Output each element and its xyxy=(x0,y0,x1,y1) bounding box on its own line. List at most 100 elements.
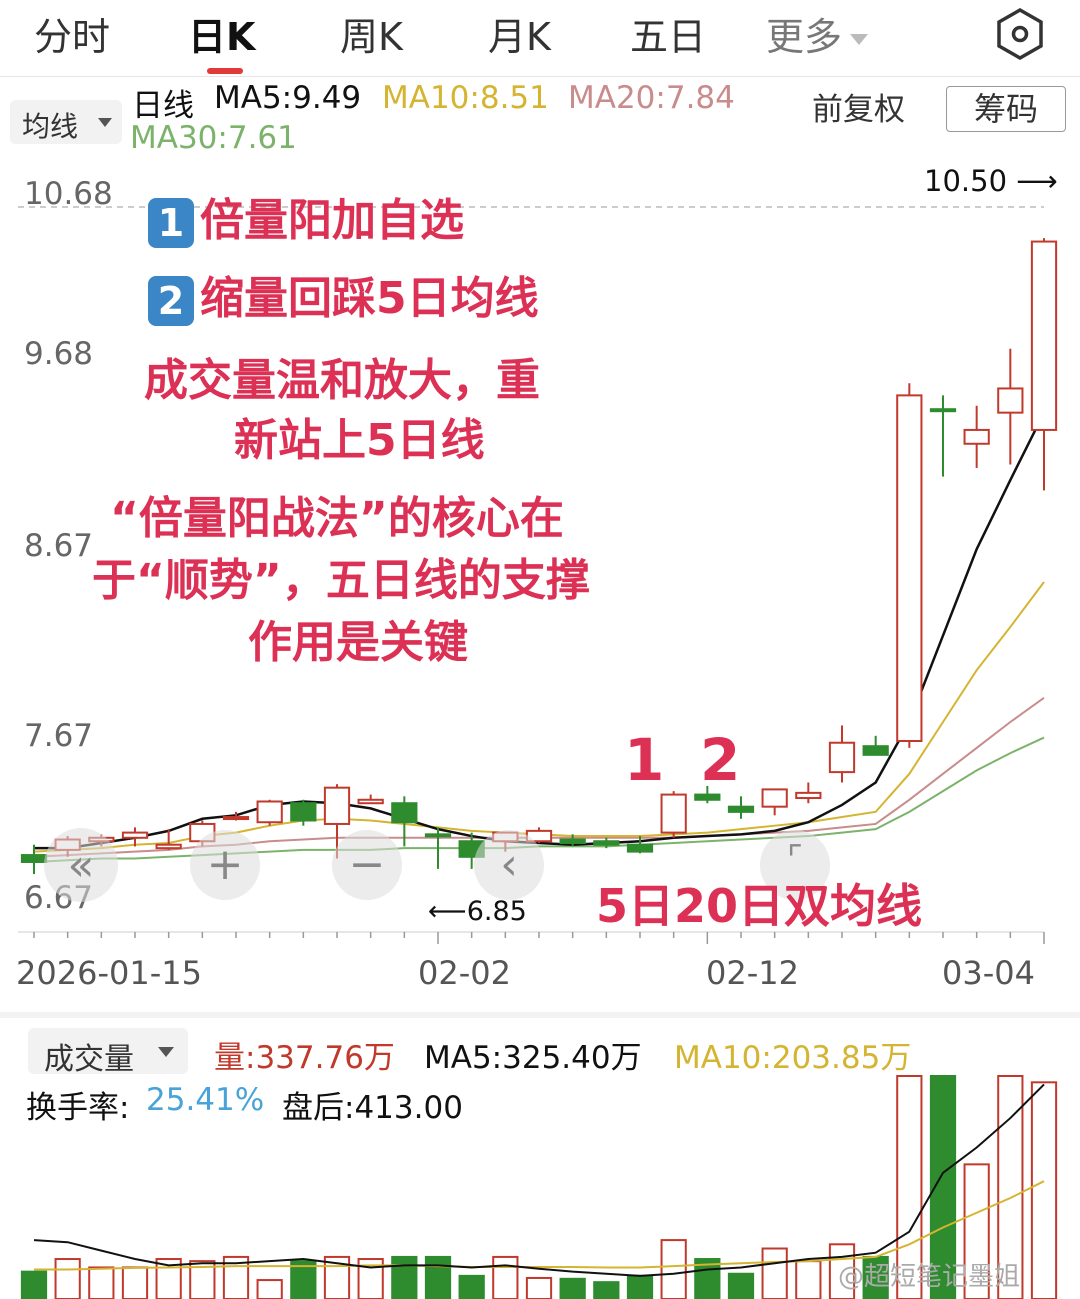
volume-bar-up xyxy=(189,1260,216,1299)
candle-down xyxy=(290,802,317,822)
volume-bar-down xyxy=(424,1255,452,1299)
volume-bar-down xyxy=(694,1258,721,1299)
candle-up xyxy=(795,791,822,800)
volume-bar-down xyxy=(391,1255,418,1299)
turnover-label: 换手率: xyxy=(26,1090,130,1126)
volume-bar-up xyxy=(795,1260,822,1299)
number-badge-2: 2 xyxy=(148,276,194,326)
zoom-in-button[interactable]: + xyxy=(190,830,260,900)
chevron-left-icon: ‹ xyxy=(500,839,518,890)
date-label: 02-02 xyxy=(418,954,511,992)
volume-bar-down xyxy=(626,1274,654,1299)
tab-more[interactable]: 更多 xyxy=(766,6,869,61)
corner-bracket-icon: ⌜ xyxy=(787,839,803,879)
volume-bar-up xyxy=(357,1258,384,1299)
candle-down xyxy=(593,840,620,846)
arrow-right-icon: ⟶ xyxy=(1016,164,1058,198)
step-1-text: 倍量阳加自选 xyxy=(200,195,464,246)
candles xyxy=(20,238,1058,875)
panel-divider xyxy=(0,1012,1080,1018)
triangle-down-icon xyxy=(158,1047,174,1057)
ma-lines xyxy=(33,412,1046,863)
turnover-value: 25.41% xyxy=(146,1082,265,1118)
volume-bar-up xyxy=(323,1255,351,1299)
tab-more-label: 更多 xyxy=(766,15,843,59)
candle-down xyxy=(626,843,654,853)
volume-indicator-select[interactable]: 成交量 xyxy=(28,1028,188,1077)
volume-bar-down xyxy=(20,1270,48,1299)
price-tick-label: 9.68 xyxy=(24,336,94,372)
tab-intraday[interactable]: 分时 xyxy=(34,15,111,59)
candle-up xyxy=(256,800,283,824)
volume-bar-up xyxy=(54,1258,81,1299)
ma30-value: MA30:7.61 xyxy=(130,120,297,156)
scroll-left-button[interactable]: ‹ xyxy=(474,830,544,900)
date-ticks xyxy=(33,932,1045,944)
candle-down xyxy=(391,802,418,824)
annotation-line: 成交量温和放大，重 xyxy=(144,355,540,406)
max-price-label: 10.50 xyxy=(924,164,1008,198)
step-1-note: 1 倍量阳加自选 xyxy=(148,184,464,248)
volume-bar-up xyxy=(88,1266,115,1299)
volume-bar-down xyxy=(458,1274,485,1299)
candle-down xyxy=(559,838,586,844)
candle-mark-1: 1 xyxy=(624,726,665,794)
ma10-value: MA10:8.51 xyxy=(382,80,549,116)
zoom-out-button[interactable]: − xyxy=(332,830,402,900)
candle-up xyxy=(357,798,384,805)
min-price-marker: ⟵6.85 xyxy=(428,896,527,927)
period-tab-bar: 分时 日K 周K 月K 五日 更多 xyxy=(0,0,1080,77)
annotation-line: “倍量阳战法”的核心在 xyxy=(110,493,564,544)
candle-down xyxy=(929,408,957,413)
candle-up xyxy=(761,788,788,808)
date-label: 02-12 xyxy=(706,954,799,992)
annotation-line: 作用是关键 xyxy=(248,617,468,668)
price-tick-label: 7.67 xyxy=(24,718,94,754)
volume-bar-up xyxy=(525,1276,553,1299)
volume-bar-down xyxy=(290,1260,317,1299)
candle-up xyxy=(896,394,923,743)
volume-bar-up xyxy=(761,1247,788,1299)
volume-bar-up xyxy=(155,1258,182,1299)
candle-down xyxy=(694,793,721,801)
step-2-note: 2 缩量回踩5日均线 xyxy=(148,262,539,326)
triangle-down-icon xyxy=(98,118,112,127)
volume-bar-up xyxy=(222,1255,250,1299)
fullscreen-button[interactable]: ⌜ xyxy=(760,830,830,900)
volume-select-label: 成交量 xyxy=(44,1042,134,1077)
scroll-left-fast-button[interactable]: « xyxy=(44,828,118,902)
date-label: 2026-01-15 xyxy=(16,954,202,992)
plus-icon: + xyxy=(206,839,244,890)
candle-up xyxy=(963,428,990,445)
tab-five-day[interactable]: 五日 xyxy=(630,15,707,59)
adjust-mode-label[interactable]: 前复权 xyxy=(812,92,905,128)
hexagon-gear-icon[interactable] xyxy=(992,6,1048,62)
double-chevron-left-icon: « xyxy=(67,840,95,891)
watermark: @超短笔记墨姐 xyxy=(838,1262,1021,1292)
candle-down xyxy=(727,805,755,813)
chips-button[interactable]: 筹码 xyxy=(946,86,1066,132)
candle-up xyxy=(222,816,250,821)
price-tick-label: 10.68 xyxy=(24,176,113,212)
ma5-line xyxy=(34,412,1046,850)
tab-monthly-k[interactable]: 月K xyxy=(488,15,551,59)
triangle-down-icon xyxy=(850,34,869,45)
number-badge-1: 1 xyxy=(148,198,194,248)
step-2-text: 缩量回踩5日均线 xyxy=(200,273,539,324)
minus-icon: − xyxy=(348,839,386,890)
tab-daily-k[interactable]: 日K xyxy=(188,15,256,59)
ma-indicator-select[interactable]: 均线 xyxy=(10,100,122,144)
max-price-marker: 10.50 ⟶ xyxy=(924,164,1058,198)
volume-bar-up xyxy=(1030,1081,1058,1299)
volume-ma5: MA5:325.40万 xyxy=(424,1040,642,1076)
candle-up xyxy=(997,387,1024,414)
tab-weekly-k[interactable]: 周K xyxy=(340,15,403,59)
ma-select-label: 均线 xyxy=(22,110,79,143)
volume-bar-down xyxy=(727,1272,755,1299)
active-tab-indicator xyxy=(207,68,243,74)
candle-down xyxy=(20,854,48,863)
volume-value: 量:337.76万 xyxy=(214,1040,395,1076)
volume-bar-down xyxy=(593,1281,620,1299)
candle-up xyxy=(121,831,149,839)
dual-ma-note: 5日20日双均线 xyxy=(596,879,923,933)
